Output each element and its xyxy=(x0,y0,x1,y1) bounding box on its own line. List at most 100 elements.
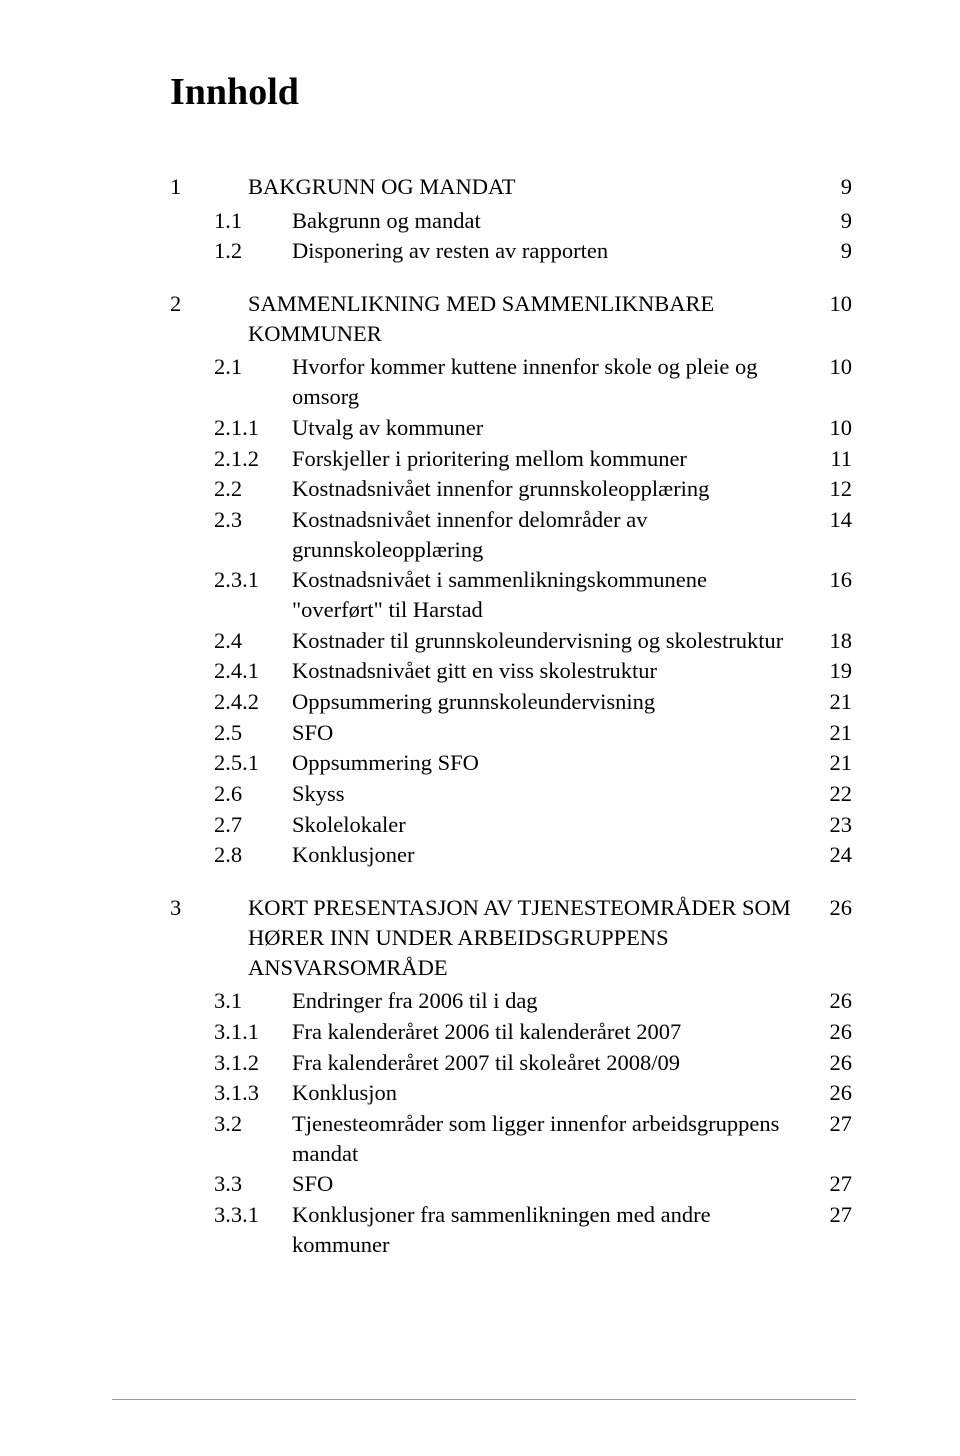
toc-number: 3.2 xyxy=(214,1109,292,1139)
toc-text: Kostnadsnivået gitt en viss skolestruktu… xyxy=(292,656,812,686)
toc-row: 3.1.3Konklusjon26 xyxy=(170,1078,852,1108)
toc-text: Konklusjon xyxy=(292,1078,812,1108)
toc-number: 2.7 xyxy=(214,810,292,840)
toc-page-number: 21 xyxy=(812,718,852,748)
toc-text: SAMMENLIKNING MED SAMMENLIKNBARE KOMMUNE… xyxy=(248,289,812,348)
toc-number: 3.3.1 xyxy=(214,1200,292,1230)
toc-text: Kostnadsnivået innenfor delområder av gr… xyxy=(292,505,812,564)
toc-text: BAKGRUNN OG MANDAT xyxy=(248,172,812,202)
toc-text: Skolelokaler xyxy=(292,810,812,840)
toc-page-number: 27 xyxy=(812,1109,852,1139)
toc-row: 2.2Kostnadsnivået innenfor grunnskoleopp… xyxy=(170,474,852,504)
toc-row: 2.3.1Kostnadsnivået i sammenlikningskomm… xyxy=(170,565,852,624)
toc-number: 3.1.2 xyxy=(214,1048,292,1078)
toc-page-number: 26 xyxy=(812,1048,852,1078)
toc-row: 2.1.2Forskjeller i prioritering mellom k… xyxy=(170,444,852,474)
toc-page-number: 9 xyxy=(812,236,852,266)
toc-text: Konklusjoner xyxy=(292,840,812,870)
toc-page-number: 27 xyxy=(812,1200,852,1230)
toc-number: 2 xyxy=(170,289,248,319)
toc-gap xyxy=(170,267,852,289)
toc-row: 1.2Disponering av resten av rapporten9 xyxy=(170,236,852,266)
page-title: Innhold xyxy=(170,70,852,114)
toc-number: 2.2 xyxy=(214,474,292,504)
toc-number: 2.3 xyxy=(214,505,292,535)
toc-text: Fra kalenderåret 2007 til skoleåret 2008… xyxy=(292,1048,812,1078)
toc-page-number: 18 xyxy=(812,626,852,656)
toc-number: 3.1 xyxy=(214,986,292,1016)
toc-text: Konklusjoner fra sammenlikningen med and… xyxy=(292,1200,812,1259)
toc-text: Forskjeller i prioritering mellom kommun… xyxy=(292,444,812,474)
toc-row: 3KORT PRESENTASJON AV TJENESTEOMRÅDER SO… xyxy=(170,893,852,982)
toc-text: Skyss xyxy=(292,779,812,809)
toc-number: 2.4 xyxy=(214,626,292,656)
toc-page-number: 19 xyxy=(812,656,852,686)
toc-row: 2.1.1Utvalg av kommuner10 xyxy=(170,413,852,443)
toc-number: 2.5 xyxy=(214,718,292,748)
toc-row: 2.5SFO21 xyxy=(170,718,852,748)
toc-row: 3.3.1Konklusjoner fra sammenlikningen me… xyxy=(170,1200,852,1259)
toc-page-number: 26 xyxy=(812,1078,852,1108)
toc-text: Endringer fra 2006 til i dag xyxy=(292,986,812,1016)
toc-text: Oppsummering SFO xyxy=(292,748,812,778)
toc-page-number: 26 xyxy=(812,1017,852,1047)
toc-number: 1.2 xyxy=(214,236,292,266)
toc-page-number: 26 xyxy=(812,986,852,1016)
table-of-contents: 1BAKGRUNN OG MANDAT91.1Bakgrunn og manda… xyxy=(170,172,852,1259)
toc-page-number: 16 xyxy=(812,565,852,595)
toc-row: 2SAMMENLIKNING MED SAMMENLIKNBARE KOMMUN… xyxy=(170,289,852,348)
toc-number: 2.4.1 xyxy=(214,656,292,686)
page: Innhold 1BAKGRUNN OG MANDAT91.1Bakgrunn … xyxy=(0,0,960,1456)
toc-page-number: 9 xyxy=(812,206,852,236)
toc-page-number: 21 xyxy=(812,748,852,778)
toc-text: Disponering av resten av rapporten xyxy=(292,236,812,266)
toc-row: 2.4.2Oppsummering grunnskoleundervisning… xyxy=(170,687,852,717)
toc-row: 2.8Konklusjoner24 xyxy=(170,840,852,870)
toc-row: 2.3Kostnadsnivået innenfor delområder av… xyxy=(170,505,852,564)
toc-text: Kostnadsnivået i sammenlikningskommunene… xyxy=(292,565,812,624)
toc-number: 3.1.1 xyxy=(214,1017,292,1047)
toc-row: 1BAKGRUNN OG MANDAT9 xyxy=(170,172,852,202)
toc-page-number: 12 xyxy=(812,474,852,504)
toc-page-number: 22 xyxy=(812,779,852,809)
toc-text: Tjenesteområder som ligger innenfor arbe… xyxy=(292,1109,812,1168)
toc-text: Utvalg av kommuner xyxy=(292,413,812,443)
toc-page-number: 9 xyxy=(812,172,852,202)
toc-number: 2.3.1 xyxy=(214,565,292,595)
toc-number: 2.1.1 xyxy=(214,413,292,443)
toc-gap xyxy=(170,871,852,893)
toc-page-number: 10 xyxy=(812,352,852,382)
toc-number: 1 xyxy=(170,172,248,202)
toc-page-number: 10 xyxy=(812,413,852,443)
toc-page-number: 10 xyxy=(812,289,852,319)
toc-page-number: 14 xyxy=(812,505,852,535)
toc-row: 3.1.2Fra kalenderåret 2007 til skoleåret… xyxy=(170,1048,852,1078)
toc-page-number: 24 xyxy=(812,840,852,870)
toc-row: 3.2Tjenesteområder som ligger innenfor a… xyxy=(170,1109,852,1168)
toc-row: 2.1Hvorfor kommer kuttene innenfor skole… xyxy=(170,352,852,411)
toc-row: 2.5.1Oppsummering SFO21 xyxy=(170,748,852,778)
toc-text: SFO xyxy=(292,1169,812,1199)
toc-page-number: 26 xyxy=(812,893,852,923)
toc-row: 2.7Skolelokaler23 xyxy=(170,810,852,840)
toc-row: 1.1Bakgrunn og mandat9 xyxy=(170,206,852,236)
toc-text: Fra kalenderåret 2006 til kalenderåret 2… xyxy=(292,1017,812,1047)
toc-row: 2.4Kostnader til grunnskoleundervisning … xyxy=(170,626,852,656)
toc-text: KORT PRESENTASJON AV TJENESTEOMRÅDER SOM… xyxy=(248,893,812,982)
toc-row: 3.1Endringer fra 2006 til i dag26 xyxy=(170,986,852,1016)
toc-page-number: 27 xyxy=(812,1169,852,1199)
toc-number: 2.8 xyxy=(214,840,292,870)
toc-row: 3.1.1Fra kalenderåret 2006 til kalenderå… xyxy=(170,1017,852,1047)
toc-text: Bakgrunn og mandat xyxy=(292,206,812,236)
toc-page-number: 11 xyxy=(812,444,852,474)
toc-number: 2.5.1 xyxy=(214,748,292,778)
toc-row: 3.3SFO27 xyxy=(170,1169,852,1199)
toc-number: 3 xyxy=(170,893,248,923)
footer-divider xyxy=(112,1399,856,1400)
toc-text: Oppsummering grunnskoleundervisning xyxy=(292,687,812,717)
toc-number: 3.1.3 xyxy=(214,1078,292,1108)
toc-row: 2.4.1Kostnadsnivået gitt en viss skolest… xyxy=(170,656,852,686)
toc-text: Kostnadsnivået innenfor grunnskoleopplær… xyxy=(292,474,812,504)
toc-text: Kostnader til grunnskoleundervisning og … xyxy=(292,626,812,656)
toc-page-number: 21 xyxy=(812,687,852,717)
